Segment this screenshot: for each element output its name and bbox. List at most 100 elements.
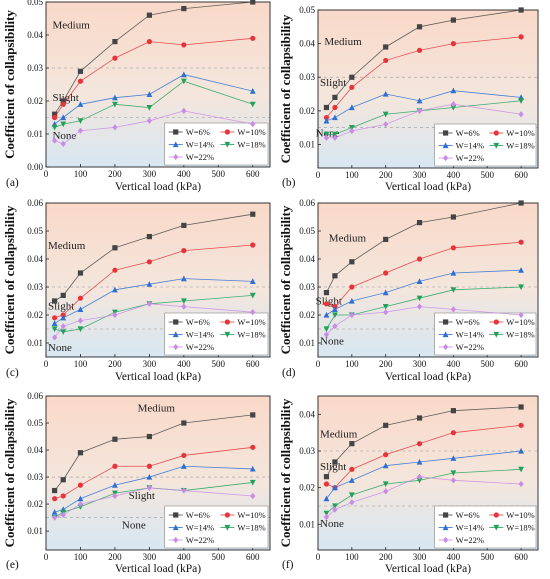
- y-tick-label: 0.01: [27, 338, 43, 348]
- data-point: [518, 98, 524, 104]
- data-point: [383, 44, 389, 50]
- data-point: [60, 493, 66, 499]
- data-point: [323, 474, 330, 480]
- data-point: [60, 101, 66, 107]
- legend-marker: [224, 524, 231, 531]
- x-axis-label: Vertical load (kPa): [115, 371, 201, 383]
- legend-marker: [442, 142, 449, 149]
- legend-marker: [224, 331, 231, 338]
- zone-label-medium: Medium: [138, 402, 176, 414]
- x-tick-label: 500: [480, 552, 494, 562]
- data-point: [60, 314, 67, 321]
- legend-box: [164, 122, 269, 166]
- data-point: [52, 137, 58, 144]
- x-tick-label: 300: [143, 552, 157, 562]
- data-point: [450, 269, 457, 276]
- legend-marker: [443, 130, 449, 136]
- data-point: [77, 306, 84, 312]
- data-point: [60, 98, 66, 104]
- data-point: [181, 42, 187, 48]
- data-point: [450, 101, 456, 108]
- data-point: [52, 496, 58, 502]
- data-point: [450, 104, 457, 111]
- legend-label: W=18%: [237, 523, 265, 533]
- data-point: [77, 295, 84, 301]
- data-point: [332, 134, 338, 141]
- data-point: [181, 420, 187, 426]
- x-tick-label: 400: [447, 359, 461, 369]
- data-point: [416, 47, 423, 53]
- data-point: [518, 111, 524, 118]
- data-point: [332, 131, 338, 138]
- y-tick-label: 0.03: [299, 282, 315, 292]
- series-w14: [323, 87, 524, 124]
- data-point: [77, 326, 84, 333]
- data-point: [250, 121, 256, 128]
- data-point: [348, 492, 355, 499]
- zone-label-slight: Slight: [320, 77, 346, 89]
- data-point: [323, 290, 330, 296]
- y-tick-label: 0.05: [27, 0, 43, 7]
- legend-label: W=14%: [456, 523, 484, 533]
- data-point: [383, 236, 389, 242]
- data-point: [112, 286, 118, 293]
- legend-marker: [173, 319, 179, 325]
- legend-label: W=6%: [456, 317, 480, 327]
- data-point: [450, 17, 456, 23]
- data-point: [181, 303, 187, 310]
- data-point: [518, 480, 524, 488]
- y-tick-label: 0.03: [27, 472, 43, 482]
- data-point: [181, 6, 187, 12]
- zone-label-slight: Slight: [320, 461, 346, 473]
- y-tick-label: 0.02: [299, 483, 315, 493]
- y-tick-label: 0.01: [299, 338, 315, 348]
- legend-marker: [493, 319, 499, 325]
- data-point: [146, 473, 153, 480]
- data-point: [450, 408, 456, 414]
- data-point: [323, 301, 330, 307]
- y-axis-label: Coefficient of collapsibility: [278, 205, 293, 354]
- x-tick-label: 600: [514, 170, 528, 180]
- data-point: [180, 71, 187, 78]
- series-w22: [52, 300, 256, 341]
- series-w22: [323, 101, 524, 141]
- panel-label: (c): [6, 367, 19, 379]
- data-point: [518, 466, 524, 473]
- data-point: [146, 234, 152, 240]
- legend-label: W=22%: [186, 152, 214, 162]
- data-point: [450, 214, 456, 220]
- data-point: [51, 124, 58, 131]
- data-point: [450, 87, 457, 94]
- legend-marker: [173, 129, 179, 135]
- panel-b: 0 100 200 300 400 500 600 0.01 0.02 0.03 0.04 0.05 M…: [278, 5, 539, 193]
- data-point: [77, 101, 84, 107]
- x-tick-label: 300: [413, 170, 427, 180]
- data-point: [146, 463, 152, 469]
- panel-label: (d): [282, 367, 296, 379]
- data-point: [450, 245, 456, 251]
- y-tick-label: 0.04: [27, 445, 43, 455]
- data-point: [323, 331, 330, 338]
- data-point: [349, 259, 355, 265]
- x-tick-label: 300: [143, 359, 157, 369]
- data-point: [250, 309, 256, 316]
- series-w10: [52, 444, 256, 502]
- legend-label: W=6%: [456, 128, 480, 138]
- x-tick-label: 500: [212, 359, 226, 369]
- legend-marker: [224, 141, 231, 148]
- x-tick-label: 500: [212, 552, 226, 562]
- series-w18: [51, 78, 256, 131]
- legend-label: W=14%: [456, 330, 484, 340]
- data-point: [518, 267, 524, 273]
- zone-label-medium: Medium: [48, 240, 86, 252]
- data-point: [416, 256, 423, 262]
- data-point: [77, 127, 84, 134]
- data-point: [332, 94, 338, 101]
- legend-marker: [493, 331, 500, 338]
- legend-marker: [173, 512, 179, 518]
- data-point: [52, 298, 58, 304]
- data-point: [416, 303, 423, 310]
- data-point: [112, 101, 118, 108]
- zone-label-none: None: [48, 342, 72, 354]
